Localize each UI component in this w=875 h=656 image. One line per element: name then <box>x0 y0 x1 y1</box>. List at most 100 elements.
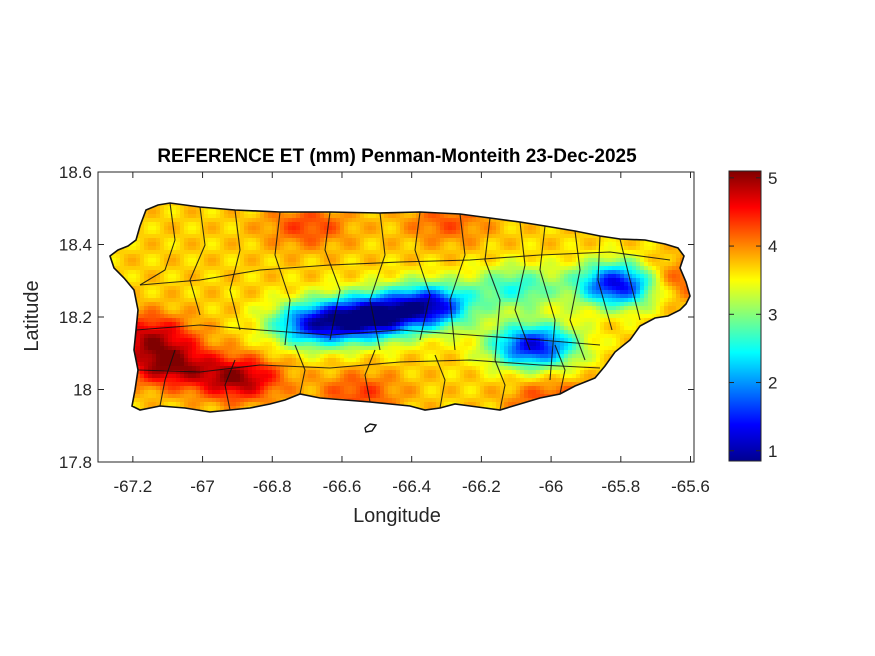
heat-cell <box>232 350 237 355</box>
heat-cell <box>268 290 273 295</box>
heat-cell <box>372 262 377 267</box>
heat-cell <box>196 218 201 223</box>
heat-cell <box>152 210 157 215</box>
heat-cell <box>380 374 385 379</box>
heat-cell <box>228 298 233 303</box>
heat-cell <box>252 246 257 251</box>
heat-cell <box>192 326 197 331</box>
heat-cell <box>140 334 145 339</box>
heat-cell <box>160 382 165 387</box>
heat-cell <box>240 346 245 351</box>
heat-cell <box>320 226 325 231</box>
heat-cell <box>268 346 273 351</box>
heat-cell <box>164 258 169 263</box>
heat-cell <box>156 206 161 211</box>
heat-cell <box>372 290 377 295</box>
heat-cell <box>168 218 173 223</box>
heat-cell <box>140 274 145 279</box>
heat-cell <box>148 362 153 367</box>
heat-cell <box>216 394 221 399</box>
heat-cell <box>160 322 165 327</box>
heat-cell <box>152 250 157 255</box>
heat-cell <box>320 390 325 395</box>
heat-cell <box>328 370 333 375</box>
heat-cell <box>268 306 273 311</box>
heat-cell <box>304 342 309 347</box>
heat-cell <box>272 390 277 395</box>
heat-cell <box>336 334 341 339</box>
heat-cell <box>448 230 453 235</box>
heat-cell <box>340 374 345 379</box>
heat-cell <box>352 274 357 279</box>
heat-cell <box>176 294 181 299</box>
heat-cell <box>412 234 417 239</box>
heat-cell <box>164 246 169 251</box>
heat-cell <box>240 366 245 371</box>
heat-cell <box>316 342 321 347</box>
heat-cell <box>440 386 445 391</box>
heat-cell <box>192 206 197 211</box>
heat-cell <box>324 230 329 235</box>
heat-cell <box>176 250 181 255</box>
heat-cell <box>252 278 257 283</box>
heat-cell <box>304 390 309 395</box>
heat-cell <box>388 294 393 299</box>
heat-cell <box>288 278 293 283</box>
heat-cell <box>260 370 265 375</box>
heat-cell <box>244 278 249 283</box>
heat-cell <box>164 218 169 223</box>
heat-cell <box>268 262 273 267</box>
heat-cell <box>396 314 401 319</box>
heat-cell <box>360 266 365 271</box>
heat-cell <box>228 246 233 251</box>
heat-cell <box>188 246 193 251</box>
heat-cell <box>200 402 205 407</box>
heat-cell <box>420 286 425 291</box>
heat-cell <box>420 302 425 307</box>
heat-cell <box>184 246 189 251</box>
heat-cell <box>444 326 449 331</box>
heat-cell <box>424 246 429 251</box>
heat-cell <box>320 286 325 291</box>
heat-cell <box>384 266 389 271</box>
heat-cell <box>204 250 209 255</box>
heat-cell <box>188 286 193 291</box>
heat-cell <box>148 286 153 291</box>
heat-cell <box>452 386 457 391</box>
heat-cell <box>352 254 357 259</box>
heat-cell <box>288 234 293 239</box>
heat-cell <box>404 258 409 263</box>
heat-cell <box>404 218 409 223</box>
heat-cell <box>340 362 345 367</box>
heat-cell <box>176 370 181 375</box>
heat-cell <box>388 350 393 355</box>
heat-cell <box>204 386 209 391</box>
heat-cell <box>372 242 377 247</box>
heat-cell <box>360 394 365 399</box>
heat-cell <box>452 366 457 371</box>
heat-cell <box>148 330 153 335</box>
heat-cell <box>384 258 389 263</box>
heat-cell <box>412 374 417 379</box>
heat-cell <box>196 362 201 367</box>
heat-cell <box>308 250 313 255</box>
heat-cell <box>360 342 365 347</box>
heat-cell <box>268 330 273 335</box>
heat-cell <box>216 238 221 243</box>
heat-cell <box>376 318 381 323</box>
heat-cell <box>392 314 397 319</box>
heat-cell <box>180 334 185 339</box>
heat-cell <box>444 338 449 343</box>
heat-cell <box>360 366 365 371</box>
heat-cell <box>448 350 453 355</box>
heat-cell <box>304 350 309 355</box>
heat-cell <box>176 298 181 303</box>
heat-cell <box>336 366 341 371</box>
heat-cell <box>356 358 361 363</box>
heat-cell <box>184 386 189 391</box>
heat-cell <box>312 334 317 339</box>
heat-cell <box>324 274 329 279</box>
heat-cell <box>116 258 121 263</box>
heat-cell <box>412 274 417 279</box>
heat-cell <box>272 358 277 363</box>
